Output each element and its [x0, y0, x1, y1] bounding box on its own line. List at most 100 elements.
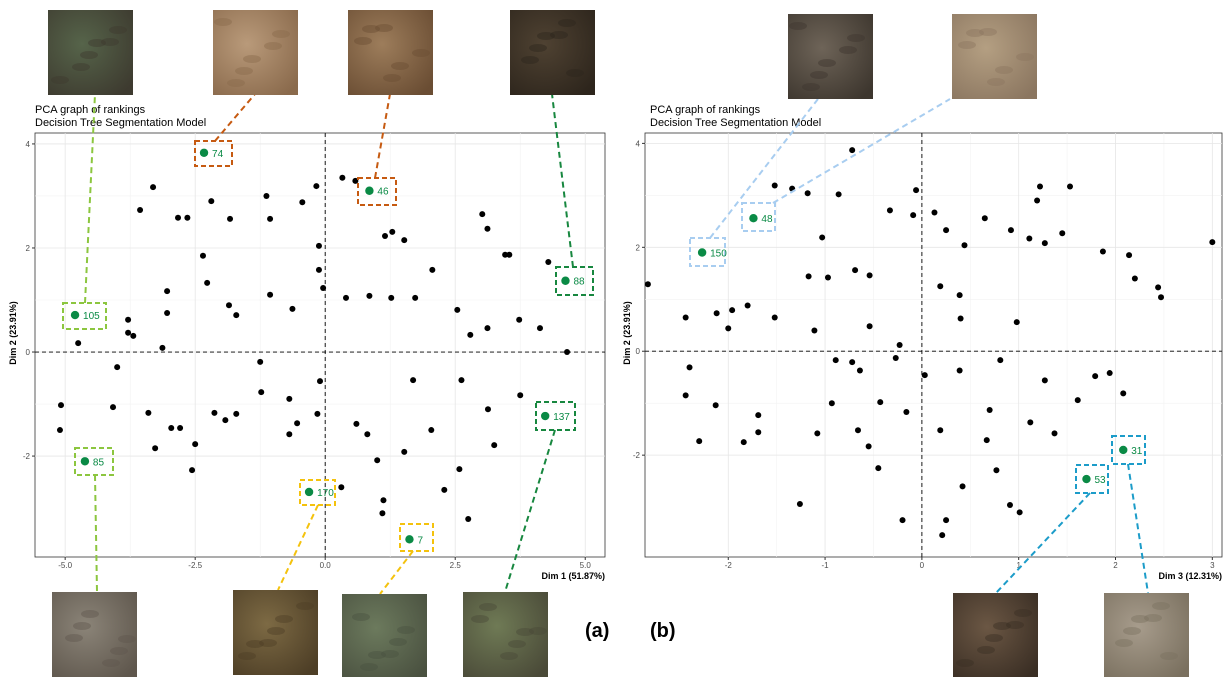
- thumbnail-texture: [558, 19, 576, 27]
- highlight-point: [200, 149, 208, 157]
- point: [564, 349, 570, 355]
- point: [316, 243, 322, 249]
- point: [410, 377, 416, 383]
- point: [814, 430, 820, 436]
- point: [997, 357, 1003, 363]
- thumbnail-texture: [529, 627, 547, 635]
- x-tick-label: 2.5: [450, 561, 462, 570]
- point: [343, 295, 349, 301]
- x-tick-label: -2: [725, 561, 733, 570]
- point: [943, 227, 949, 233]
- point: [875, 465, 881, 471]
- point: [545, 259, 551, 265]
- thumbnail-texture: [72, 63, 90, 71]
- point: [339, 175, 345, 181]
- point: [1014, 319, 1020, 325]
- highlight-label: 74: [212, 149, 224, 160]
- point: [957, 292, 963, 298]
- thumbnail-texture: [479, 603, 497, 611]
- point: [314, 411, 320, 417]
- point: [428, 427, 434, 433]
- thumbnail-texture: [272, 30, 290, 38]
- highlight-label: 105: [83, 311, 100, 322]
- thumbnail-texture: [818, 59, 836, 67]
- point: [910, 212, 916, 218]
- point: [960, 483, 966, 489]
- point: [900, 517, 906, 523]
- point: [1052, 430, 1058, 436]
- point: [374, 457, 380, 463]
- highlight-label: 7: [417, 535, 423, 546]
- point: [1034, 198, 1040, 204]
- y-axis-label: Dim 2 (23.91%): [622, 301, 632, 365]
- thumbnail-texture: [51, 76, 69, 84]
- point: [836, 191, 842, 197]
- figure: PCA graph of rankingsDecision Tree Segme…: [0, 0, 1226, 677]
- point: [233, 312, 239, 318]
- point: [130, 333, 136, 339]
- highlight-label: 137: [553, 412, 570, 423]
- point: [388, 295, 394, 301]
- point: [729, 307, 735, 313]
- highlight-point: [1082, 475, 1090, 483]
- x-tick-label: 3: [1210, 561, 1215, 570]
- thumbnail-texture: [238, 652, 256, 660]
- thumbnail-texture: [227, 79, 245, 87]
- point: [258, 389, 264, 395]
- thumbnail-texture: [471, 615, 489, 623]
- point: [931, 210, 937, 216]
- point: [755, 429, 761, 435]
- point: [1008, 227, 1014, 233]
- point: [1209, 239, 1215, 245]
- point: [200, 253, 206, 259]
- point: [1026, 235, 1032, 241]
- point: [683, 392, 689, 398]
- callout-line: [380, 551, 413, 594]
- point: [192, 441, 198, 447]
- plot-area: [645, 133, 1222, 557]
- point: [299, 199, 305, 205]
- point: [645, 281, 651, 287]
- point: [922, 372, 928, 378]
- point: [772, 182, 778, 188]
- point: [867, 323, 873, 329]
- thumbnail-texture: [985, 634, 1003, 642]
- thumbnail-texture: [802, 83, 820, 91]
- highlight-point: [541, 412, 549, 420]
- point: [320, 285, 326, 291]
- point: [913, 187, 919, 193]
- point: [1042, 240, 1048, 246]
- point: [125, 317, 131, 323]
- point: [696, 438, 702, 444]
- point: [516, 317, 522, 323]
- point: [1132, 275, 1138, 281]
- point: [857, 367, 863, 373]
- highlight-label: 31: [1131, 446, 1143, 457]
- thumbnail-texture: [977, 646, 995, 654]
- point: [164, 288, 170, 294]
- point: [897, 342, 903, 348]
- point: [227, 216, 233, 222]
- point: [484, 325, 490, 331]
- point: [993, 467, 999, 473]
- point: [939, 532, 945, 538]
- point: [125, 330, 131, 336]
- point: [366, 293, 372, 299]
- point: [491, 442, 497, 448]
- thumbnail: [342, 594, 427, 677]
- point: [517, 392, 523, 398]
- point: [412, 295, 418, 301]
- point: [286, 431, 292, 437]
- point: [289, 306, 295, 312]
- highlight-label: 46: [377, 187, 389, 198]
- thumbnail-texture: [529, 44, 547, 52]
- point: [189, 467, 195, 473]
- highlight-point: [749, 214, 757, 222]
- point: [175, 215, 181, 221]
- point: [456, 466, 462, 472]
- point: [114, 364, 120, 370]
- thumbnail-texture: [296, 602, 314, 610]
- y-tick-label: 2: [636, 243, 641, 252]
- point: [150, 184, 156, 190]
